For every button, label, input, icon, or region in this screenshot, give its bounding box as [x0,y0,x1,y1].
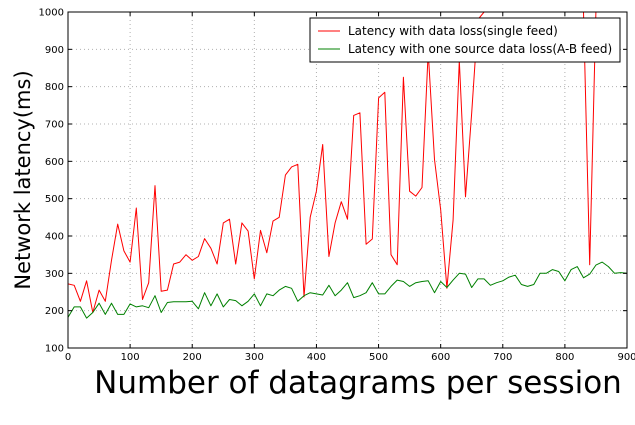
y-tick-label: 700 [45,120,64,131]
legend-label-1: Latency with data loss(single feed) [348,24,558,38]
x-axis-label: Number of datagrams per session [94,365,622,401]
axis-ticks: 0 100 200 300 400 500 600 700 800 900100200300400… [39,8,635,364]
x-tick-label: 900 [617,352,635,363]
series-line-2 [68,261,627,319]
legend: Latency with data loss(single feed) Laten… [309,17,621,63]
legend-box [309,17,621,63]
y-tick-label: 600 [45,157,64,168]
x-tick-label: 300 [245,352,264,363]
x-tick-label: 100 [121,352,140,363]
x-tick-label: 200 [183,352,202,363]
y-tick-label: 100 [45,344,64,355]
x-tick-label: 700 [493,352,512,363]
y-tick-label: 200 [45,306,64,317]
y-tick-label: 900 [45,45,64,56]
x-tick-label: 400 [307,352,326,363]
plot-frame [67,11,628,349]
x-tick-label: 800 [555,352,574,363]
grid-lines [68,12,627,348]
x-tick-label: 500 [369,352,388,363]
y-tick-label: 400 [45,232,64,243]
legend-label-2: Latency with one source data loss(A-B fe… [348,42,612,56]
x-tick-label: 600 [431,352,450,363]
y-tick-label: 500 [45,194,64,205]
x-tick-label: 0 [65,352,71,363]
series-line-1 [68,12,627,313]
y-tick-label: 1000 [39,8,64,19]
y-axis-label: Network latency(ms) [11,70,35,289]
y-tick-label: 800 [45,82,64,93]
series-lines [68,12,627,319]
y-tick-label: 300 [45,269,64,280]
